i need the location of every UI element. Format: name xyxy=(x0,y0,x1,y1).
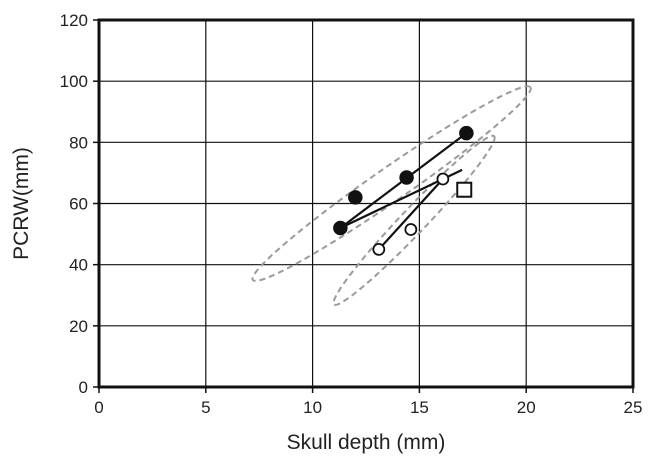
point-open-circle xyxy=(372,242,386,256)
point-open-square xyxy=(456,181,473,198)
x-tick-label: 5 xyxy=(201,398,210,417)
data-markers xyxy=(333,125,474,256)
x-tick-label: 10 xyxy=(303,398,322,417)
point-open-circle xyxy=(404,223,418,236)
y-tick-label: 20 xyxy=(69,317,88,336)
point-open-circle xyxy=(436,172,450,186)
x-axis-title: Skull depth (mm) xyxy=(287,431,446,454)
grid xyxy=(98,19,634,388)
trend-line xyxy=(378,178,444,251)
point-filled-circle xyxy=(333,220,348,236)
y-axis-title: PCRW(mm) xyxy=(10,147,33,260)
point-filled-circle xyxy=(399,170,414,185)
x-tick-label: 15 xyxy=(410,398,429,417)
ellipse-outline xyxy=(251,85,532,282)
point-filled-circle xyxy=(348,190,363,205)
y-tick-label: 40 xyxy=(69,256,88,275)
x-tick-label: 20 xyxy=(517,398,536,417)
x-tick-label: 0 xyxy=(94,398,103,417)
point-filled-circle xyxy=(459,125,474,141)
y-tick-labels: 0 20 40 60 80 100 120 xyxy=(60,11,99,397)
y-tick-label: 60 xyxy=(69,195,88,214)
y-tick-label: 0 xyxy=(79,378,88,397)
y-tick-label: 100 xyxy=(60,72,88,91)
y-tick-label: 80 xyxy=(69,133,88,152)
x-tick-labels: 0 5 10 15 20 25 xyxy=(94,387,642,417)
y-tick-label: 120 xyxy=(60,11,88,30)
ellipse-outline xyxy=(332,134,496,306)
x-tick-label: 25 xyxy=(624,398,643,417)
confidence-ellipses xyxy=(251,85,532,306)
trend-lines xyxy=(339,132,468,251)
